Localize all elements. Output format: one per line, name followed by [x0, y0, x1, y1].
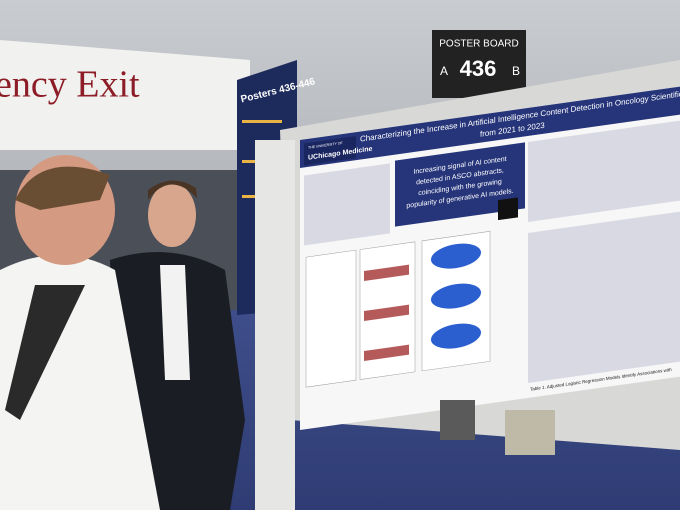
heatmap	[431, 323, 481, 349]
legs	[505, 410, 555, 455]
bag-strap	[5, 285, 85, 420]
hair	[15, 166, 110, 210]
logo-small: THE UNIVERSITY OF	[308, 141, 343, 150]
logo-box	[304, 136, 356, 166]
heatmaps	[431, 243, 481, 349]
legs	[440, 400, 475, 440]
histogram	[364, 304, 409, 322]
exit-banner	[0, 40, 250, 150]
head	[148, 183, 196, 247]
hair	[148, 180, 197, 200]
heatmap	[431, 243, 481, 269]
exit-sign: ency Exit	[0, 64, 140, 106]
shirt	[160, 265, 190, 380]
board-left: A	[440, 64, 448, 78]
poster-header	[300, 85, 680, 168]
poster: Characterizing the Increase in Artificia…	[300, 85, 680, 430]
board-label: POSTER BOARD	[439, 39, 518, 50]
board-number: 436	[460, 56, 497, 81]
qr-code	[498, 197, 518, 221]
background-people	[440, 400, 555, 455]
person-left	[0, 155, 160, 510]
key-finding-box	[395, 142, 525, 227]
histogram	[364, 264, 409, 282]
heatmap	[431, 283, 481, 309]
intro-text	[304, 163, 390, 246]
board-sign	[432, 30, 526, 98]
schedule-line	[242, 120, 282, 123]
board-right: B	[512, 64, 520, 78]
figure-panel	[305, 249, 357, 388]
histograms	[364, 264, 409, 362]
results-text	[528, 120, 680, 222]
table-body	[528, 211, 680, 383]
text-columns	[304, 120, 680, 383]
board-side	[255, 140, 295, 510]
histogram	[364, 344, 409, 362]
